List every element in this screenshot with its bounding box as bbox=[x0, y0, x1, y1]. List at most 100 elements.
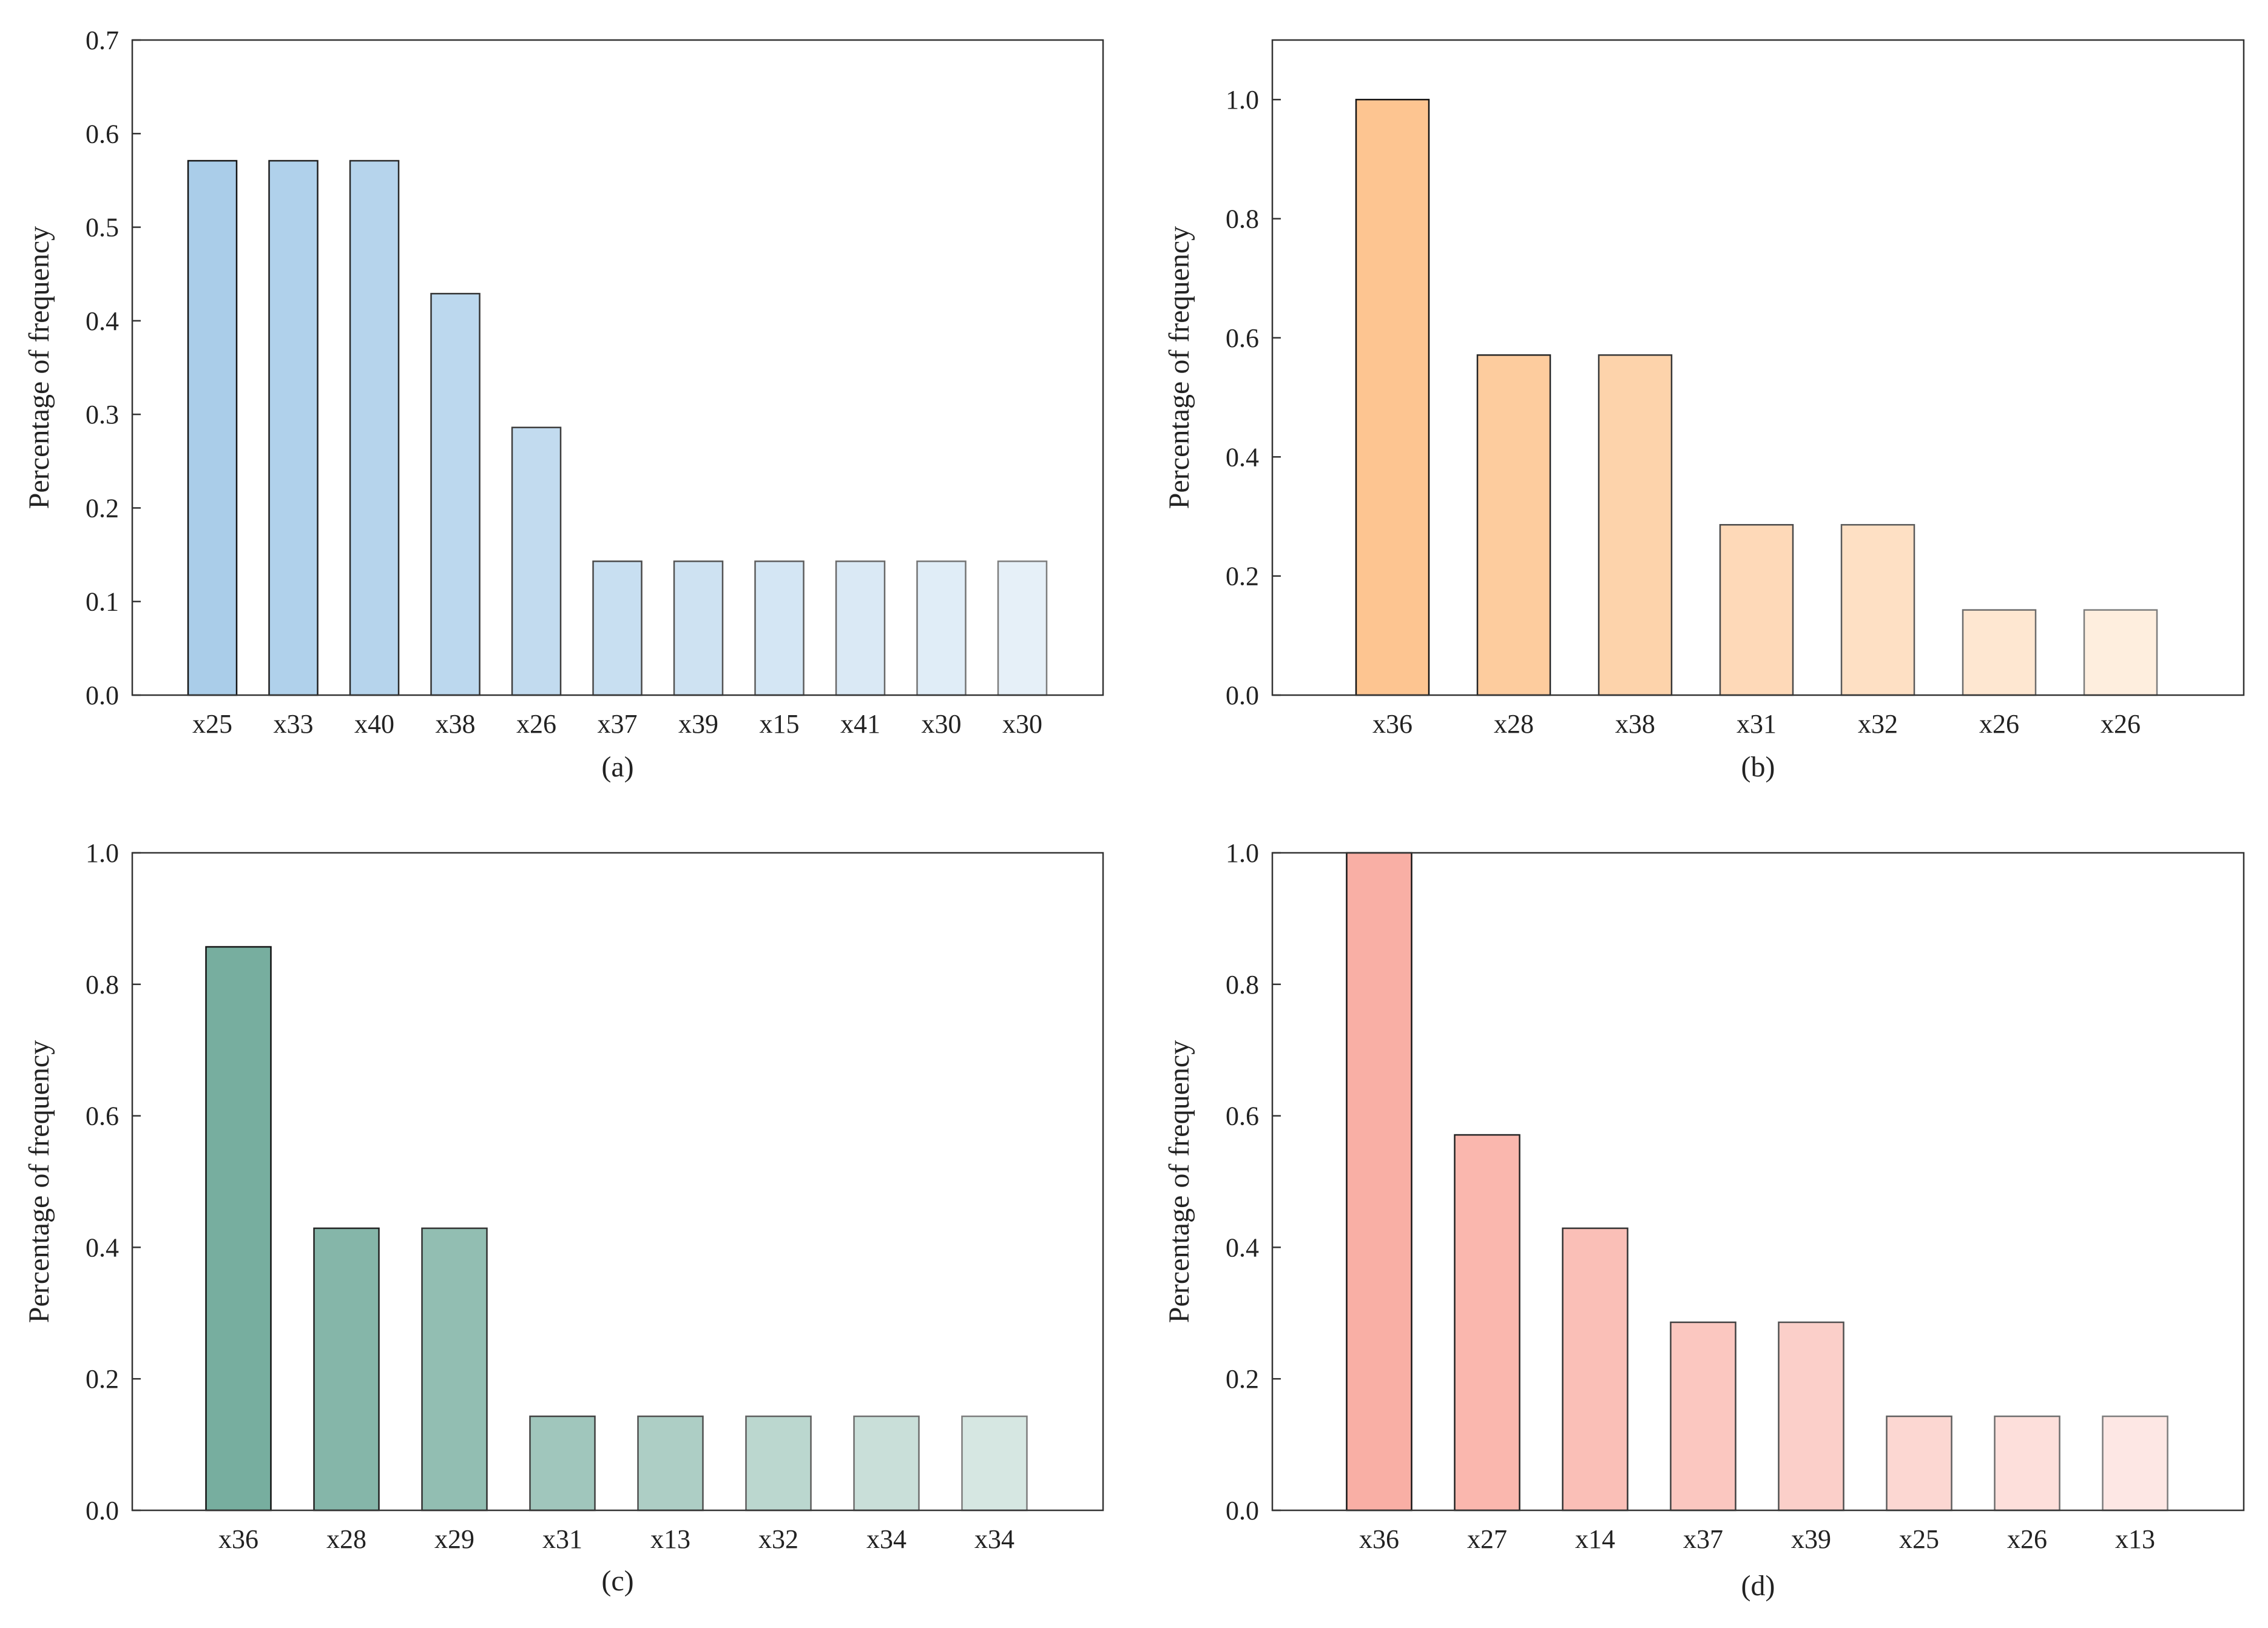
bar-x31 bbox=[529, 1415, 596, 1512]
x-tick-label: x26 bbox=[2101, 709, 2141, 739]
x-tick-label: x14 bbox=[1575, 1524, 1615, 1554]
bar-x25 bbox=[187, 160, 238, 696]
x-tick-label: x30 bbox=[1002, 709, 1042, 739]
x-tick-label: x36 bbox=[218, 1524, 258, 1554]
x-tick-label: x27 bbox=[1467, 1524, 1507, 1554]
bar-x29 bbox=[421, 1227, 488, 1512]
bar-x32 bbox=[1840, 523, 1915, 696]
panel-label: (b) bbox=[1741, 751, 1775, 783]
bar-x13 bbox=[637, 1415, 704, 1512]
bar-x34 bbox=[853, 1415, 920, 1512]
bar-x28 bbox=[1476, 354, 1551, 696]
y-tick-label: 0.1 bbox=[86, 587, 119, 617]
x-tick-label: x29 bbox=[434, 1524, 474, 1554]
bar-x36 bbox=[1346, 852, 1412, 1512]
chart-panel-1: x25 x33 x40 x38 x26 x37 x39 x15 x41 x30 x30 0.0 0.1 0… bbox=[23, 25, 1104, 783]
y-tick-label: 0.2 bbox=[1226, 562, 1259, 591]
x-tick-label: x36 bbox=[1359, 1524, 1399, 1554]
bar-x28 bbox=[313, 1227, 380, 1512]
x-tick-label: x30 bbox=[922, 709, 962, 739]
plot-frame bbox=[131, 852, 1104, 1512]
bar-x30 bbox=[916, 560, 967, 696]
x-tick-label: x34 bbox=[866, 1524, 906, 1554]
bar-x37 bbox=[592, 560, 643, 696]
bar-x36 bbox=[1355, 98, 1430, 696]
x-tick-label: x13 bbox=[650, 1524, 690, 1554]
x-tick-label: x25 bbox=[192, 709, 232, 739]
y-tick-label: 0.0 bbox=[86, 1496, 119, 1525]
x-tick-label: x36 bbox=[1372, 709, 1412, 739]
y-axis-label: Percentage of frequency bbox=[23, 226, 55, 509]
bar-x15 bbox=[754, 560, 805, 696]
y-tick-label: 0.7 bbox=[86, 25, 119, 55]
x-tick-label: x13 bbox=[2115, 1524, 2155, 1554]
panel-label: (a) bbox=[601, 751, 633, 783]
y-axis-label: Percentage of frequency bbox=[1163, 226, 1195, 509]
y-tick-label: 0.3 bbox=[86, 400, 119, 429]
x-tick-label: x26 bbox=[516, 709, 556, 739]
y-tick-label: 0.6 bbox=[1226, 323, 1259, 353]
bar-x13 bbox=[2102, 1415, 2168, 1512]
y-tick-label: 1.0 bbox=[1226, 85, 1259, 115]
y-tick-label: 0.6 bbox=[1226, 1102, 1259, 1131]
plot-frame bbox=[131, 39, 1104, 696]
y-tick-label: 0.4 bbox=[86, 1233, 119, 1262]
x-tick-label: x31 bbox=[1736, 709, 1777, 739]
y-axis-label: Percentage of frequency bbox=[1163, 1040, 1195, 1323]
y-tick-label: 1.0 bbox=[86, 838, 119, 868]
x-tick-label: x26 bbox=[2007, 1524, 2047, 1554]
bar-x38 bbox=[1598, 354, 1673, 696]
y-tick-label: 0.8 bbox=[1226, 970, 1259, 1000]
y-tick-label: 0.8 bbox=[86, 970, 119, 1000]
bar-x33 bbox=[268, 160, 319, 696]
x-tick-label: x28 bbox=[326, 1524, 366, 1554]
x-tick-label: x25 bbox=[1899, 1524, 1939, 1554]
bar-x32 bbox=[745, 1415, 812, 1512]
y-tick-label: 0.4 bbox=[86, 306, 119, 336]
chart-panel-4: x36 x27 x14 x37 x39 x25 x26 x13 0.0 0.2 0.4 0.6 0.8 1… bbox=[1163, 838, 2245, 1602]
bar-x27 bbox=[1454, 1134, 1520, 1512]
y-tick-label: 0.6 bbox=[86, 119, 119, 149]
y-tick-label: 0.0 bbox=[1226, 1496, 1259, 1525]
x-tick-label: x39 bbox=[678, 709, 718, 739]
y-axis-label: Percentage of frequency bbox=[23, 1040, 55, 1323]
x-tick-label: x38 bbox=[436, 709, 476, 739]
chart-panel-3: x36 x28 x29 x31 x13 x32 x34 x34 0.0 0.2 0.4 0.6 0.8 1… bbox=[23, 838, 1104, 1597]
x-tick-label: x28 bbox=[1494, 709, 1534, 739]
y-tick-label: 0.0 bbox=[86, 681, 119, 710]
bar-x31 bbox=[1719, 523, 1794, 696]
x-tick-label: x38 bbox=[1615, 709, 1655, 739]
panel-label: (d) bbox=[1741, 1570, 1775, 1602]
y-tick-label: 0.0 bbox=[1226, 681, 1259, 710]
y-tick-label: 0.2 bbox=[86, 493, 119, 523]
x-tick-label: x26 bbox=[1979, 709, 2019, 739]
x-tick-label: x32 bbox=[758, 1524, 798, 1554]
x-tick-label: x15 bbox=[760, 709, 800, 739]
panel-label: (c) bbox=[601, 1565, 633, 1597]
x-tick-label: x41 bbox=[840, 709, 880, 739]
plot-frame bbox=[1271, 39, 2245, 696]
bar-x39 bbox=[673, 560, 724, 696]
bar-x39 bbox=[1778, 1321, 1844, 1512]
y-tick-label: 0.5 bbox=[86, 213, 119, 243]
y-tick-label: 0.2 bbox=[1226, 1364, 1259, 1394]
bar-x26 bbox=[511, 426, 562, 696]
x-tick-label: x37 bbox=[1683, 1524, 1723, 1554]
x-tick-label: x39 bbox=[1791, 1524, 1831, 1554]
bar-x38 bbox=[430, 292, 481, 696]
bar-x37 bbox=[1670, 1321, 1736, 1512]
bar-x26 bbox=[1962, 609, 2037, 696]
bar-x14 bbox=[1562, 1227, 1628, 1512]
y-tick-label: 0.2 bbox=[86, 1364, 119, 1394]
y-tick-label: 0.4 bbox=[1226, 1233, 1259, 1262]
bar-x30 bbox=[997, 560, 1048, 696]
x-tick-label: x33 bbox=[274, 709, 314, 739]
x-tick-label: x34 bbox=[974, 1524, 1014, 1554]
bar-x41 bbox=[835, 560, 886, 696]
bar-x26 bbox=[2083, 609, 2158, 696]
y-tick-label: 0.6 bbox=[86, 1102, 119, 1131]
x-tick-label: x31 bbox=[542, 1524, 582, 1554]
x-tick-label: x37 bbox=[598, 709, 638, 739]
